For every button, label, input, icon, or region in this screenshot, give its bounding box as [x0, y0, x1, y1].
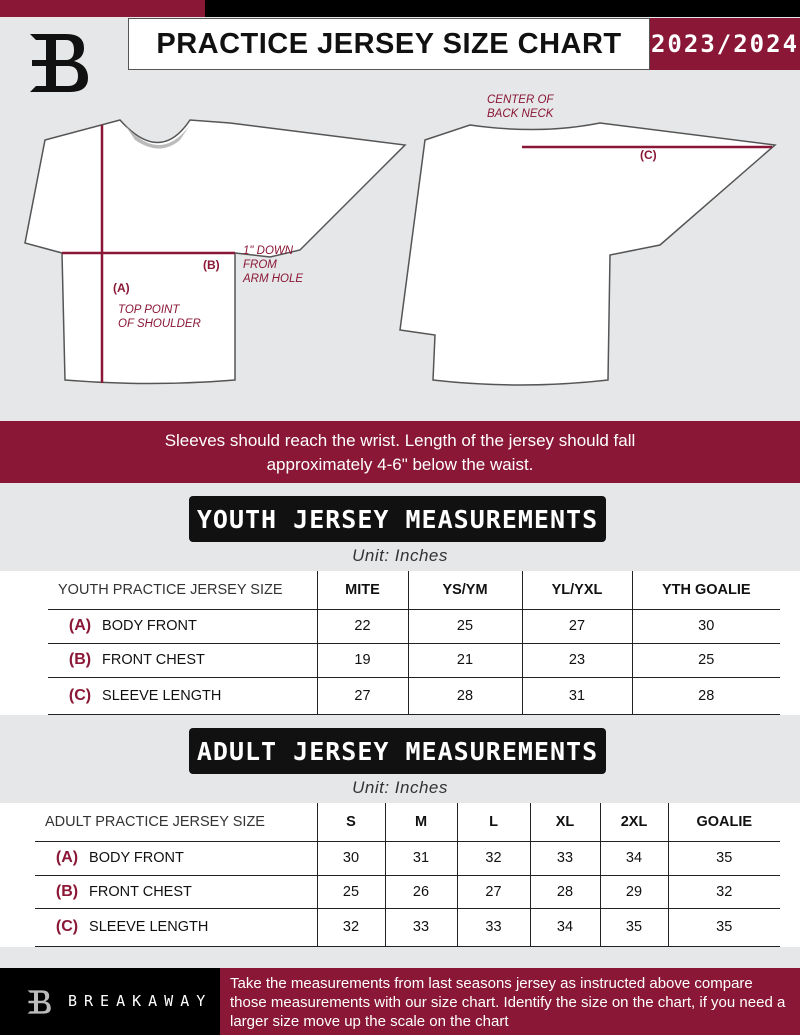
adult-size-table: ADULT PRACTICE JERSEY SIZE S M L XL 2XL GOALI… — [35, 803, 780, 947]
cell: 31 — [384, 841, 457, 876]
size-header: YL/YXL — [521, 571, 632, 610]
brand-name: BREAKAWAY — [68, 992, 213, 1010]
shoulder-note: TOP POINT OF SHOULDER — [118, 304, 201, 330]
cell: 27 — [456, 875, 530, 909]
table-header-row: ADULT PRACTICE JERSEY SIZE S M L XL 2XL GOALI… — [35, 803, 780, 842]
cell: 22 — [316, 609, 408, 644]
jersey-diagram — [24, 119, 777, 386]
cell: 30 — [631, 609, 780, 644]
cell: 32 — [316, 908, 385, 947]
youth-size-table: YOUTH PRACTICE JERSEY SIZE MITE YS/YM YL… — [48, 571, 780, 715]
cell: 35 — [667, 841, 780, 876]
label-b: (B) — [203, 258, 220, 272]
size-header: YS/YM — [407, 571, 522, 610]
row-code: (C) — [68, 686, 92, 704]
center-back-neck-note: CENTER OF BACK NECK — [487, 94, 554, 120]
season-label: 2023/2024 — [650, 18, 800, 70]
instruction-banner: Sleeves should reach the wrist. Length o… — [0, 421, 800, 483]
cell: 34 — [599, 841, 668, 876]
cell: 25 — [316, 875, 385, 909]
row-code: (B) — [55, 882, 79, 900]
row-code: (B) — [68, 651, 92, 668]
cell: 25 — [407, 609, 522, 644]
cell: 21 — [407, 643, 522, 678]
cell: 27 — [521, 609, 632, 644]
cell: 34 — [529, 908, 600, 947]
cell: 29 — [599, 875, 668, 909]
footer-brand: BREAKAWAY — [0, 968, 220, 1035]
top-black-bar — [205, 0, 800, 17]
table-row: (C) SLEEVE LENGTH 27 28 31 28 — [48, 677, 780, 715]
cell: 28 — [631, 677, 780, 715]
row-label: SLEEVE LENGTH — [89, 919, 209, 935]
size-header: MITE — [316, 571, 408, 610]
cell: 23 — [521, 643, 632, 678]
adult-section-title: ADULT JERSEY MEASUREMENTS — [189, 728, 606, 774]
header-label: ADULT PRACTICE JERSEY SIZE — [35, 803, 317, 842]
cell: 28 — [407, 677, 522, 715]
row-code: (A) — [68, 617, 92, 634]
table-row: (C) SLEEVE LENGTH 32 33 33 34 35 35 — [35, 908, 780, 947]
cell: 19 — [316, 643, 408, 678]
adult-unit: Unit: Inches — [352, 778, 448, 797]
banner-line-2: approximately 4-6" below the waist. — [266, 455, 534, 474]
cell: 31 — [521, 677, 632, 715]
table-row: (A) BODY FRONT 22 25 27 30 — [48, 609, 780, 644]
breakaway-logo-icon — [27, 990, 51, 1014]
page-title: PRACTICE JERSEY SIZE CHART — [128, 18, 650, 70]
cell: 25 — [631, 643, 780, 678]
cell: 33 — [456, 908, 530, 947]
cell: 33 — [384, 908, 457, 947]
row-label: FRONT CHEST — [89, 883, 192, 900]
youth-unit: Unit: Inches — [352, 546, 448, 565]
size-header: XL — [529, 803, 600, 842]
breakaway-logo-icon — [30, 34, 88, 92]
row-code: (A) — [55, 849, 79, 866]
header-label: YOUTH PRACTICE JERSEY SIZE — [48, 571, 317, 610]
row-code: (C) — [55, 918, 79, 935]
label-a: (A) — [113, 281, 130, 295]
cell: 35 — [667, 908, 780, 947]
table-row: (B) FRONT CHEST 19 21 23 25 — [48, 643, 780, 678]
banner-line-1: Sleeves should reach the wrist. Length o… — [164, 431, 636, 450]
cell: 33 — [529, 841, 600, 876]
youth-section-title: YOUTH JERSEY MEASUREMENTS — [189, 496, 606, 542]
size-header: M — [384, 803, 457, 842]
cell: 28 — [529, 875, 600, 909]
jersey-back-icon — [399, 122, 777, 386]
arm-hole-note: 1" DOWN FROM ARM HOLE — [243, 245, 304, 285]
cell: 30 — [316, 841, 385, 876]
size-header: S — [316, 803, 385, 842]
table-row: (B) FRONT CHEST 25 26 27 28 29 32 — [35, 875, 780, 909]
row-label: BODY FRONT — [89, 850, 184, 866]
top-accent-bar — [0, 0, 205, 17]
table-row: (A) BODY FRONT 30 31 32 33 34 35 — [35, 841, 780, 876]
cell: 32 — [456, 841, 530, 876]
footer-instructions: Take the measurements from last seasons … — [220, 968, 800, 1035]
size-header: 2XL — [599, 803, 668, 842]
row-label: FRONT CHEST — [102, 652, 205, 668]
row-label: SLEEVE LENGTH — [102, 687, 222, 704]
size-header: GOALIE — [667, 803, 780, 842]
cell: 32 — [667, 875, 780, 909]
cell: 35 — [599, 908, 668, 947]
label-c: (C) — [640, 148, 657, 162]
size-header: YTH GOALIE — [631, 571, 780, 610]
cell: 27 — [316, 677, 408, 715]
table-header-row: YOUTH PRACTICE JERSEY SIZE MITE YS/YM YL… — [48, 571, 780, 610]
size-header: L — [456, 803, 530, 842]
row-label: BODY FRONT — [102, 618, 197, 634]
cell: 26 — [384, 875, 457, 909]
